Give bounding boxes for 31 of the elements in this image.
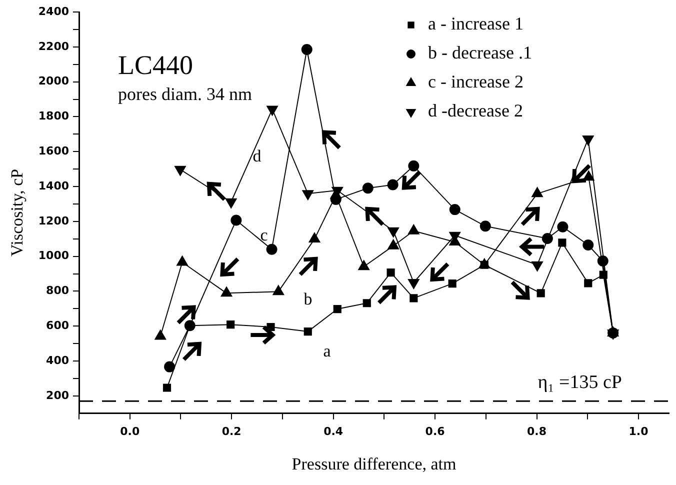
y-axis-title: Viscosity, cP	[8, 168, 27, 257]
y-tick-label: 1400	[38, 179, 70, 192]
annotation: b	[304, 289, 312, 308]
y-tick-label: 2200	[38, 40, 70, 53]
y-tick-label: 1200	[38, 214, 70, 228]
x-tick-label: 1.0	[628, 424, 649, 438]
legend-label: a - increase 1	[428, 14, 524, 34]
x-tick-label: 0.8	[527, 424, 547, 438]
x-tick-label: 0.2	[222, 424, 242, 438]
annotation: c	[260, 225, 268, 244]
y-tick-label: 400	[46, 354, 70, 367]
annotation: pores diam. 34 nm	[118, 84, 252, 104]
y-tick-label: 2000	[38, 74, 70, 88]
text: 0.0	[120, 424, 140, 438]
y-tick-label: 1600	[38, 144, 70, 158]
annotation: η₁ =135 cP	[538, 372, 622, 393]
y-tick-label: 2400	[38, 4, 70, 18]
x-axis-title: Pressure difference, atm	[292, 454, 456, 474]
annotation: d	[252, 146, 262, 166]
y-tick-label: 200	[46, 388, 70, 402]
legend-label: c - increase 2	[428, 72, 524, 92]
annotation: a	[323, 341, 332, 360]
legend-label: d -decrease 2	[428, 100, 523, 121]
y-tick-label: 1000	[38, 249, 70, 262]
y-tick-label: 600	[46, 319, 70, 332]
annotation: LC440	[118, 50, 194, 80]
x-tick-label: 0.6	[425, 424, 446, 438]
y-tick-label: 1800	[38, 110, 70, 123]
x-tick-label: 0.4	[324, 424, 344, 438]
y-tick-label: 800	[46, 284, 70, 298]
legend-label: b - decrease .1	[428, 42, 532, 63]
